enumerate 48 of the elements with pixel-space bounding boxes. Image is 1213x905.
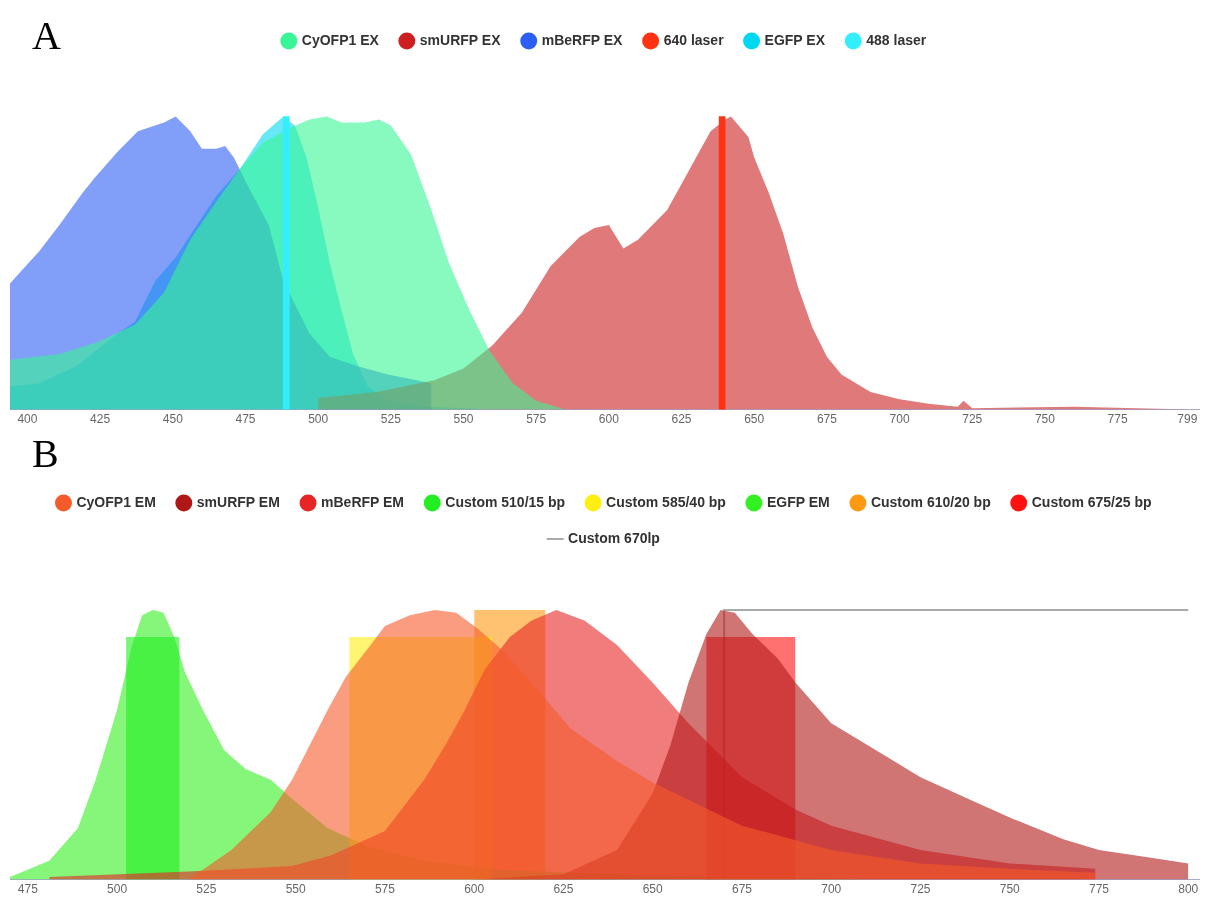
legend-label: Custom 585/40 bp (606, 493, 726, 510)
x-tick-label: 700 (821, 882, 842, 897)
x-tick-label: 625 (671, 412, 692, 427)
legend-label: 640 laser (663, 31, 725, 48)
x-tick-label: 425 (90, 412, 111, 427)
x-tick-label: 600 (598, 412, 620, 427)
x-tick-label: 400 (17, 412, 38, 427)
legend-label: Custom 675/25 bp (1031, 493, 1152, 510)
x-tick-label: 550 (453, 412, 474, 427)
legend-label: mBeRFP EM (321, 493, 405, 510)
x-tick-label: 525 (380, 412, 402, 427)
legend-label: Custom 610/20 bp (870, 493, 991, 510)
x-tick-label: 800 (1178, 882, 1199, 897)
legend-label: CyOFP1 EX (301, 31, 380, 48)
x-tick-label: 750 (999, 882, 1021, 897)
legend-label: CyOFP1 EM (76, 493, 156, 510)
legend-label: smURFP EX (419, 31, 502, 48)
legend-label: Custom 670lp (568, 529, 660, 546)
legend-label: EGFP EX (764, 31, 826, 48)
x-tick-label: 500 (107, 882, 128, 897)
legend-label: mBeRFP EX (541, 31, 624, 48)
x-tick-label: 650 (744, 412, 765, 427)
x-tick-label: 725 (910, 882, 931, 897)
chart-title: A (32, 13, 61, 58)
x-tick-label: 675 (731, 882, 753, 897)
x-tick-label: 600 (464, 882, 485, 897)
x-tick-label: 625 (553, 882, 574, 897)
x-tick-label: 450 (162, 412, 184, 427)
x-tick-label: 575 (526, 412, 547, 427)
x-tick-label: 799 (1177, 412, 1198, 427)
x-tick-label: 775 (1107, 412, 1128, 427)
chart-title: B (32, 431, 59, 476)
x-tick-label: 725 (962, 412, 983, 427)
x-tick-label: 500 (308, 412, 329, 427)
x-tick-label: 750 (1034, 412, 1056, 427)
x-tick-label: 675 (816, 412, 838, 427)
legend-label: 488 laser (866, 31, 927, 48)
x-tick-label: 575 (374, 882, 396, 897)
x-tick-label: 650 (642, 882, 664, 897)
x-tick-label: 525 (196, 882, 217, 897)
legend-label: EGFP EM (766, 493, 830, 510)
x-tick-label: 475 (17, 882, 39, 897)
legend-label: Custom 510/15 bp (445, 493, 566, 510)
x-tick-label: 475 (235, 412, 256, 427)
x-tick-label: 550 (285, 882, 306, 897)
x-tick-label: 700 (889, 412, 910, 427)
x-tick-label: 775 (1089, 882, 1110, 897)
legend-label: smURFP EM (196, 493, 280, 510)
